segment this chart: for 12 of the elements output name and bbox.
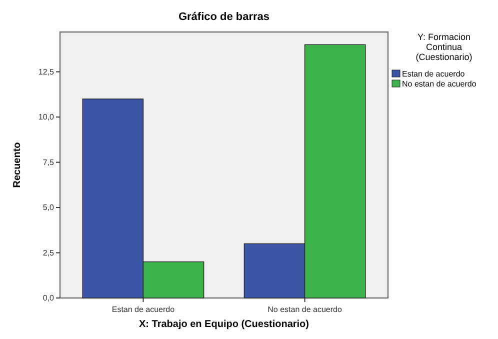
- y-tick-label: 0,0: [42, 294, 55, 303]
- x-axis-title: X: Trabajo en Equipo (Cuestionario): [138, 319, 310, 330]
- y-tick-label: 12,5: [38, 67, 55, 76]
- y-tick-label: 7,5: [42, 158, 55, 167]
- y-axis-title: Recuento: [12, 142, 23, 188]
- y-tick-label: 10,0: [38, 112, 55, 122]
- legend-label: No estan de acuerdo: [402, 80, 477, 88]
- y-tick-label: 2,5: [42, 248, 55, 258]
- legend-title: Y: Formacion Continua (Cuestionario): [416, 32, 472, 62]
- chart-title: Gráfico de barras: [178, 11, 270, 23]
- legend-label: Estan de acuerdo: [402, 70, 466, 78]
- y-tick-label: 5,0: [42, 203, 55, 212]
